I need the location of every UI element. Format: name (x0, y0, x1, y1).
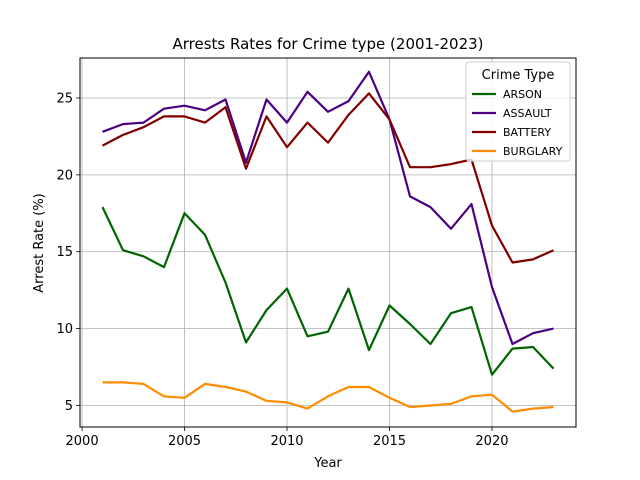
y-tick-label: 15 (56, 245, 73, 260)
legend-items: ARSON ASSAULT BATTERY BURGLARY (472, 88, 563, 158)
x-tick-label: 2020 (475, 434, 508, 449)
y-tick-label: 10 (56, 322, 73, 337)
legend-label-assault: ASSAULT (503, 107, 552, 120)
y-tick-label: 20 (56, 168, 73, 183)
y-axis-ticks: 5 10 15 20 25 (56, 91, 80, 414)
legend-title: Crime Type (482, 68, 555, 83)
x-tick-label: 2000 (66, 434, 99, 449)
x-tick-label: 2010 (270, 434, 303, 449)
plot-frame (79, 57, 577, 428)
legend-label-battery: BATTERY (503, 126, 551, 139)
x-axis-title: Year (313, 456, 342, 471)
y-tick-label: 5 (65, 399, 73, 414)
series-lines (101, 70, 555, 413)
x-tick-label: 2005 (168, 434, 201, 449)
legend-label-arson: ARSON (503, 88, 542, 101)
series-line-arson (101, 206, 555, 376)
legend-label-burglary: BURGLARY (503, 145, 563, 158)
x-axis-ticks: 2000 2005 2010 2015 2020 (66, 427, 509, 449)
series-line-burglary (102, 381, 554, 413)
series-line-battery (101, 92, 554, 264)
chart-title: Arrests Rates for Crime type (2001-2023) (172, 35, 483, 53)
y-axis-title: Arrest Rate (%) (32, 193, 47, 293)
legend: Crime Type ARSON ASSAULT BATTERY BURGLARY (465, 61, 571, 162)
x-tick-label: 2015 (373, 434, 406, 449)
y-tick-label: 25 (56, 91, 73, 106)
legend-box (465, 61, 571, 162)
series-line-assault (102, 70, 554, 346)
